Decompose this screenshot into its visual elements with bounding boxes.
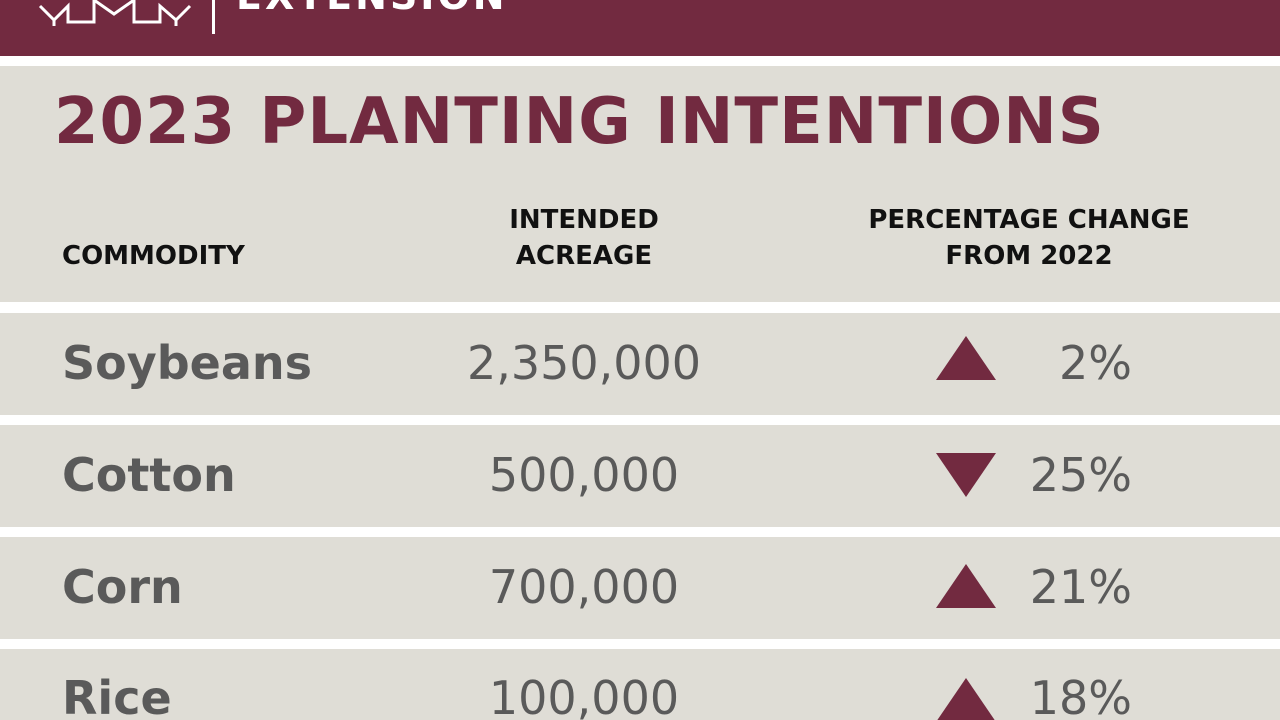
column-header-change: PERCENTAGE CHANGE FROM 2022 [829, 202, 1229, 274]
commodity-name: Soybeans [62, 336, 313, 390]
percent-change: 21% [1029, 560, 1132, 614]
extension-logo-icon [38, 0, 192, 26]
table-header-band [0, 66, 1280, 302]
percent-change: 25% [1029, 448, 1132, 502]
brand-header-bar: EXTENSION [0, 0, 1280, 56]
brand-wordmark: EXTENSION [236, 0, 508, 16]
intended-acreage: 700,000 [488, 560, 680, 614]
increase-arrow-icon [936, 336, 996, 380]
table-row [0, 649, 1280, 720]
increase-arrow-icon [936, 564, 996, 608]
increase-arrow-icon [937, 678, 995, 720]
column-header-commodity: COMMODITY [62, 241, 245, 271]
commodity-name: Rice [62, 671, 172, 720]
percent-change: 18% [1029, 671, 1132, 720]
table-row [0, 537, 1280, 639]
column-header-acreage: INTENDED ACREAGE [424, 202, 744, 274]
column-header-acreage-line2: ACREAGE [515, 241, 653, 271]
percent-change: 2% [1059, 336, 1132, 390]
intended-acreage: 500,000 [488, 448, 680, 502]
intended-acreage: 100,000 [488, 671, 680, 720]
decrease-arrow-icon [936, 453, 996, 497]
commodity-name: Corn [62, 560, 183, 614]
table-row [0, 313, 1280, 415]
column-header-change-line2: FROM 2022 [945, 241, 1113, 271]
column-header-acreage-line1: INTENDED [509, 205, 659, 235]
column-header-change-line1: PERCENTAGE CHANGE [868, 205, 1190, 235]
page-title: 2023 PLANTING INTENTIONS [54, 85, 1105, 159]
table-row [0, 425, 1280, 527]
logo-divider [212, 0, 215, 34]
commodity-name: Cotton [62, 448, 236, 502]
intended-acreage: 2,350,000 [466, 336, 702, 390]
